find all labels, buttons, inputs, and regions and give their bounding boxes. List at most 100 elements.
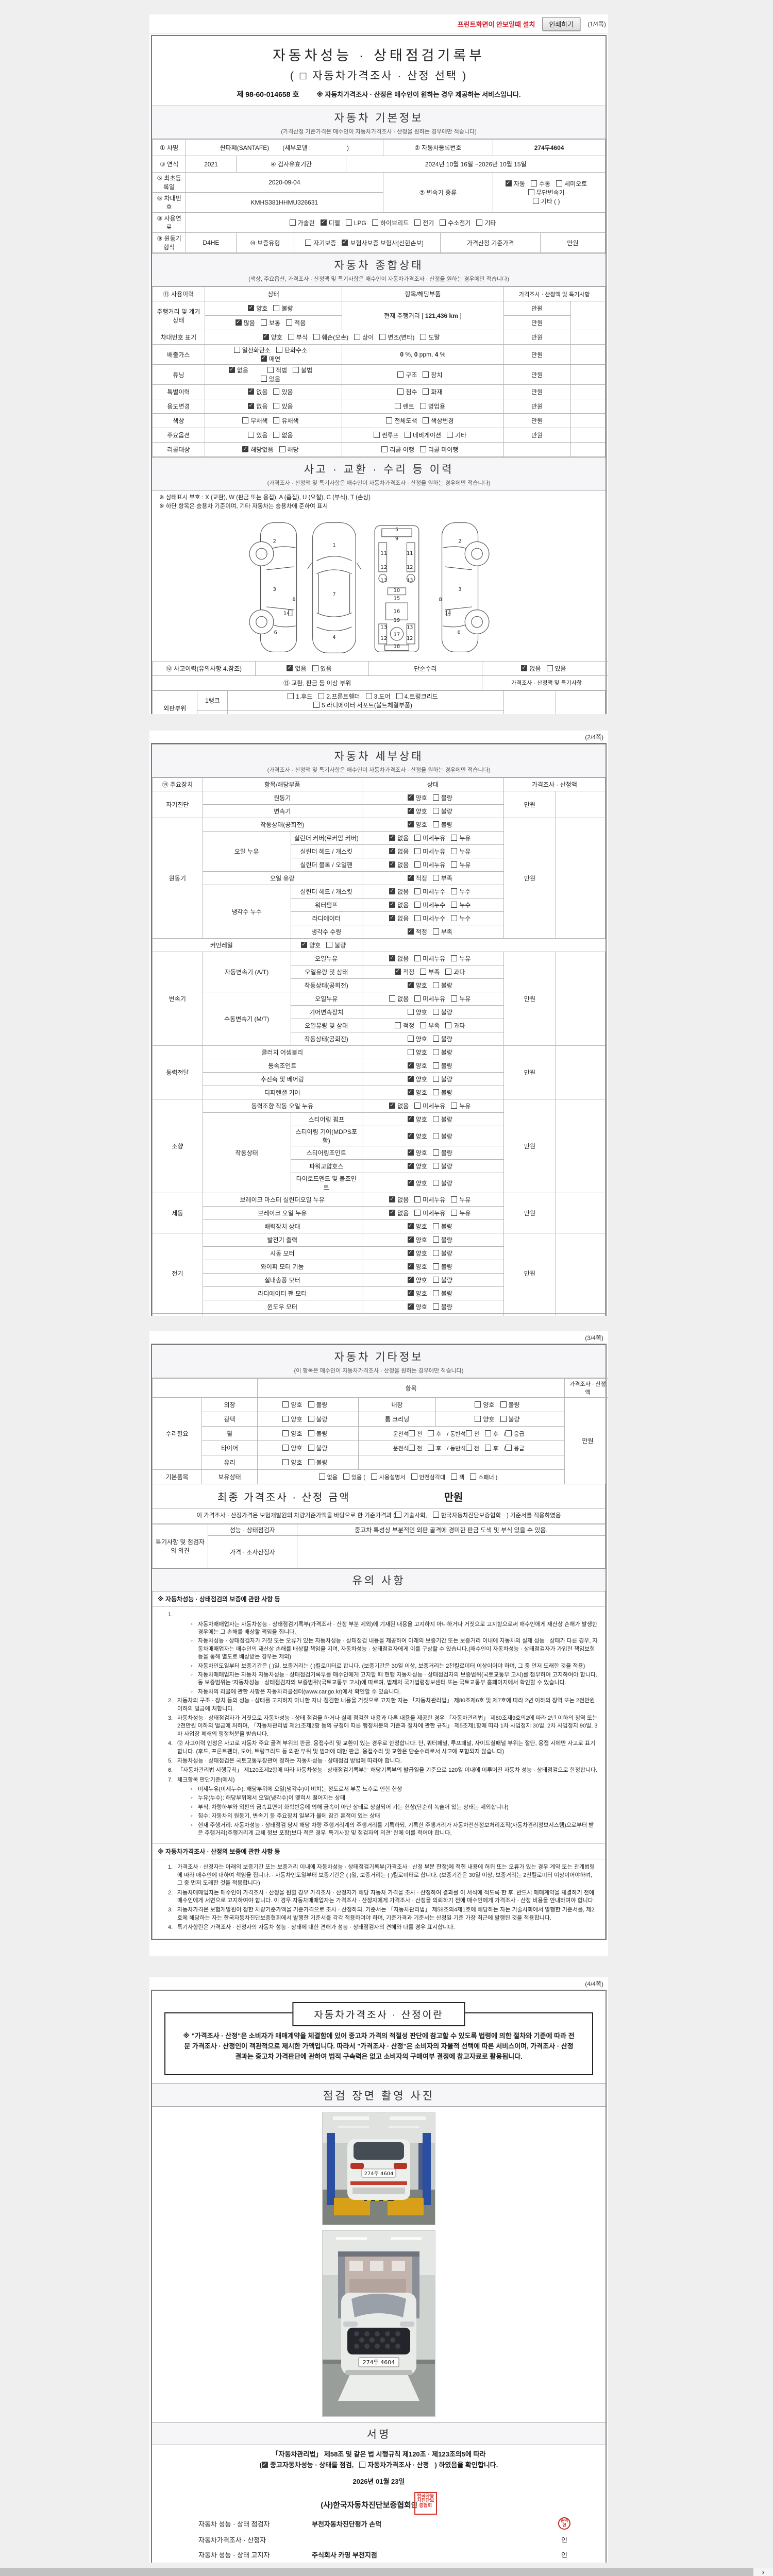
checkbox[interactable] (293, 367, 299, 373)
checkbox[interactable] (414, 1210, 421, 1216)
checkbox[interactable] (404, 432, 411, 438)
checkbox[interactable] (407, 1262, 414, 1269)
checkbox[interactable] (318, 692, 325, 699)
checkbox[interactable] (407, 820, 414, 827)
checkbox[interactable] (389, 834, 396, 841)
checkbox[interactable] (262, 2461, 268, 2470)
checkbox[interactable] (407, 1088, 414, 1095)
checkbox[interactable] (475, 1401, 481, 1408)
checkbox[interactable] (432, 1179, 439, 1186)
checkbox[interactable] (407, 981, 414, 988)
checkbox[interactable] (451, 902, 458, 908)
checkbox[interactable] (521, 664, 528, 671)
checkbox[interactable] (506, 1444, 512, 1451)
checkbox[interactable] (556, 180, 563, 187)
checkbox[interactable] (407, 874, 414, 881)
checkbox[interactable] (414, 835, 421, 841)
checkbox[interactable] (414, 902, 421, 908)
checkbox[interactable] (308, 1430, 314, 1436)
checkbox[interactable] (500, 1401, 507, 1408)
checkbox[interactable] (414, 219, 421, 226)
checkbox[interactable] (326, 942, 333, 948)
checkbox[interactable] (286, 319, 293, 326)
checkbox[interactable] (451, 1210, 458, 1216)
checkbox[interactable] (414, 915, 421, 921)
checkbox[interactable] (386, 417, 393, 423)
checkbox[interactable] (505, 179, 512, 187)
checkbox[interactable] (228, 366, 235, 373)
checkbox[interactable] (451, 861, 458, 868)
checkbox[interactable] (420, 969, 427, 975)
checkbox[interactable] (432, 1236, 439, 1243)
checkbox[interactable] (389, 914, 396, 921)
checkbox[interactable] (260, 319, 267, 326)
checkbox[interactable] (506, 1430, 512, 1436)
checkbox[interactable] (343, 1473, 349, 1480)
checkbox[interactable] (235, 318, 242, 326)
checkbox[interactable] (273, 388, 280, 395)
checkbox[interactable] (432, 1049, 439, 1055)
checkbox[interactable] (432, 875, 439, 881)
checkbox[interactable] (409, 1430, 415, 1436)
checkbox[interactable] (389, 860, 396, 868)
checkbox[interactable] (305, 239, 312, 246)
checkbox[interactable] (407, 1148, 414, 1156)
checkbox[interactable] (528, 189, 534, 195)
checkbox[interactable] (470, 1473, 477, 1480)
checkbox[interactable] (432, 794, 439, 801)
checkbox[interactable] (308, 1401, 314, 1408)
checkbox[interactable] (273, 417, 280, 423)
checkbox[interactable] (276, 347, 282, 353)
checkbox[interactable] (465, 1430, 472, 1436)
checkbox[interactable] (484, 1430, 491, 1436)
checkbox[interactable] (354, 334, 361, 340)
scrollbar-thumb[interactable] (0, 2568, 753, 2576)
checkbox[interactable] (282, 1416, 289, 1422)
checkbox[interactable] (407, 927, 414, 935)
checkbox[interactable] (475, 1416, 481, 1422)
checkbox[interactable] (451, 1473, 458, 1480)
checkbox[interactable] (373, 432, 380, 438)
checkbox[interactable] (476, 219, 483, 226)
checkbox[interactable] (308, 1445, 314, 1451)
checkbox[interactable] (432, 1076, 439, 1082)
checkbox[interactable] (432, 1303, 439, 1310)
checkbox[interactable] (432, 1116, 439, 1122)
checkbox[interactable] (273, 305, 280, 311)
checkbox[interactable] (407, 1222, 414, 1229)
checkbox[interactable] (308, 1459, 314, 1465)
checkbox[interactable] (389, 954, 396, 961)
checkbox[interactable] (484, 1444, 491, 1451)
checkbox[interactable] (432, 1290, 439, 1296)
checkbox[interactable] (440, 219, 446, 226)
print-button[interactable]: 인쇄하기 (542, 16, 581, 31)
checkbox[interactable] (432, 821, 439, 827)
checkbox[interactable] (451, 848, 458, 854)
checkbox[interactable] (451, 888, 458, 894)
checkbox[interactable] (308, 1416, 314, 1422)
checkbox[interactable] (282, 1445, 289, 1451)
checkbox[interactable] (432, 1009, 439, 1015)
checkbox[interactable] (531, 180, 537, 187)
checkbox[interactable] (288, 334, 294, 340)
checkbox[interactable] (432, 1089, 439, 1095)
checkbox[interactable] (445, 969, 452, 975)
checkbox[interactable] (420, 334, 427, 340)
checkbox[interactable] (288, 692, 294, 699)
checkbox[interactable] (447, 432, 453, 438)
checkbox[interactable] (409, 1444, 415, 1451)
checkbox[interactable] (407, 1009, 414, 1015)
checkbox[interactable] (451, 995, 458, 1002)
checkbox[interactable] (532, 198, 539, 204)
checkbox[interactable] (397, 388, 404, 395)
scroll-right-button[interactable]: › (753, 2568, 773, 2576)
checkbox[interactable] (301, 941, 308, 948)
checkbox[interactable] (407, 1049, 414, 1055)
checkbox[interactable] (407, 1235, 414, 1243)
checkbox[interactable] (318, 1473, 325, 1480)
checkbox[interactable] (432, 1250, 439, 1256)
checkbox[interactable] (432, 928, 439, 935)
checkbox[interactable] (233, 347, 240, 353)
checkbox[interactable] (432, 982, 439, 988)
checkbox[interactable] (389, 995, 396, 1002)
